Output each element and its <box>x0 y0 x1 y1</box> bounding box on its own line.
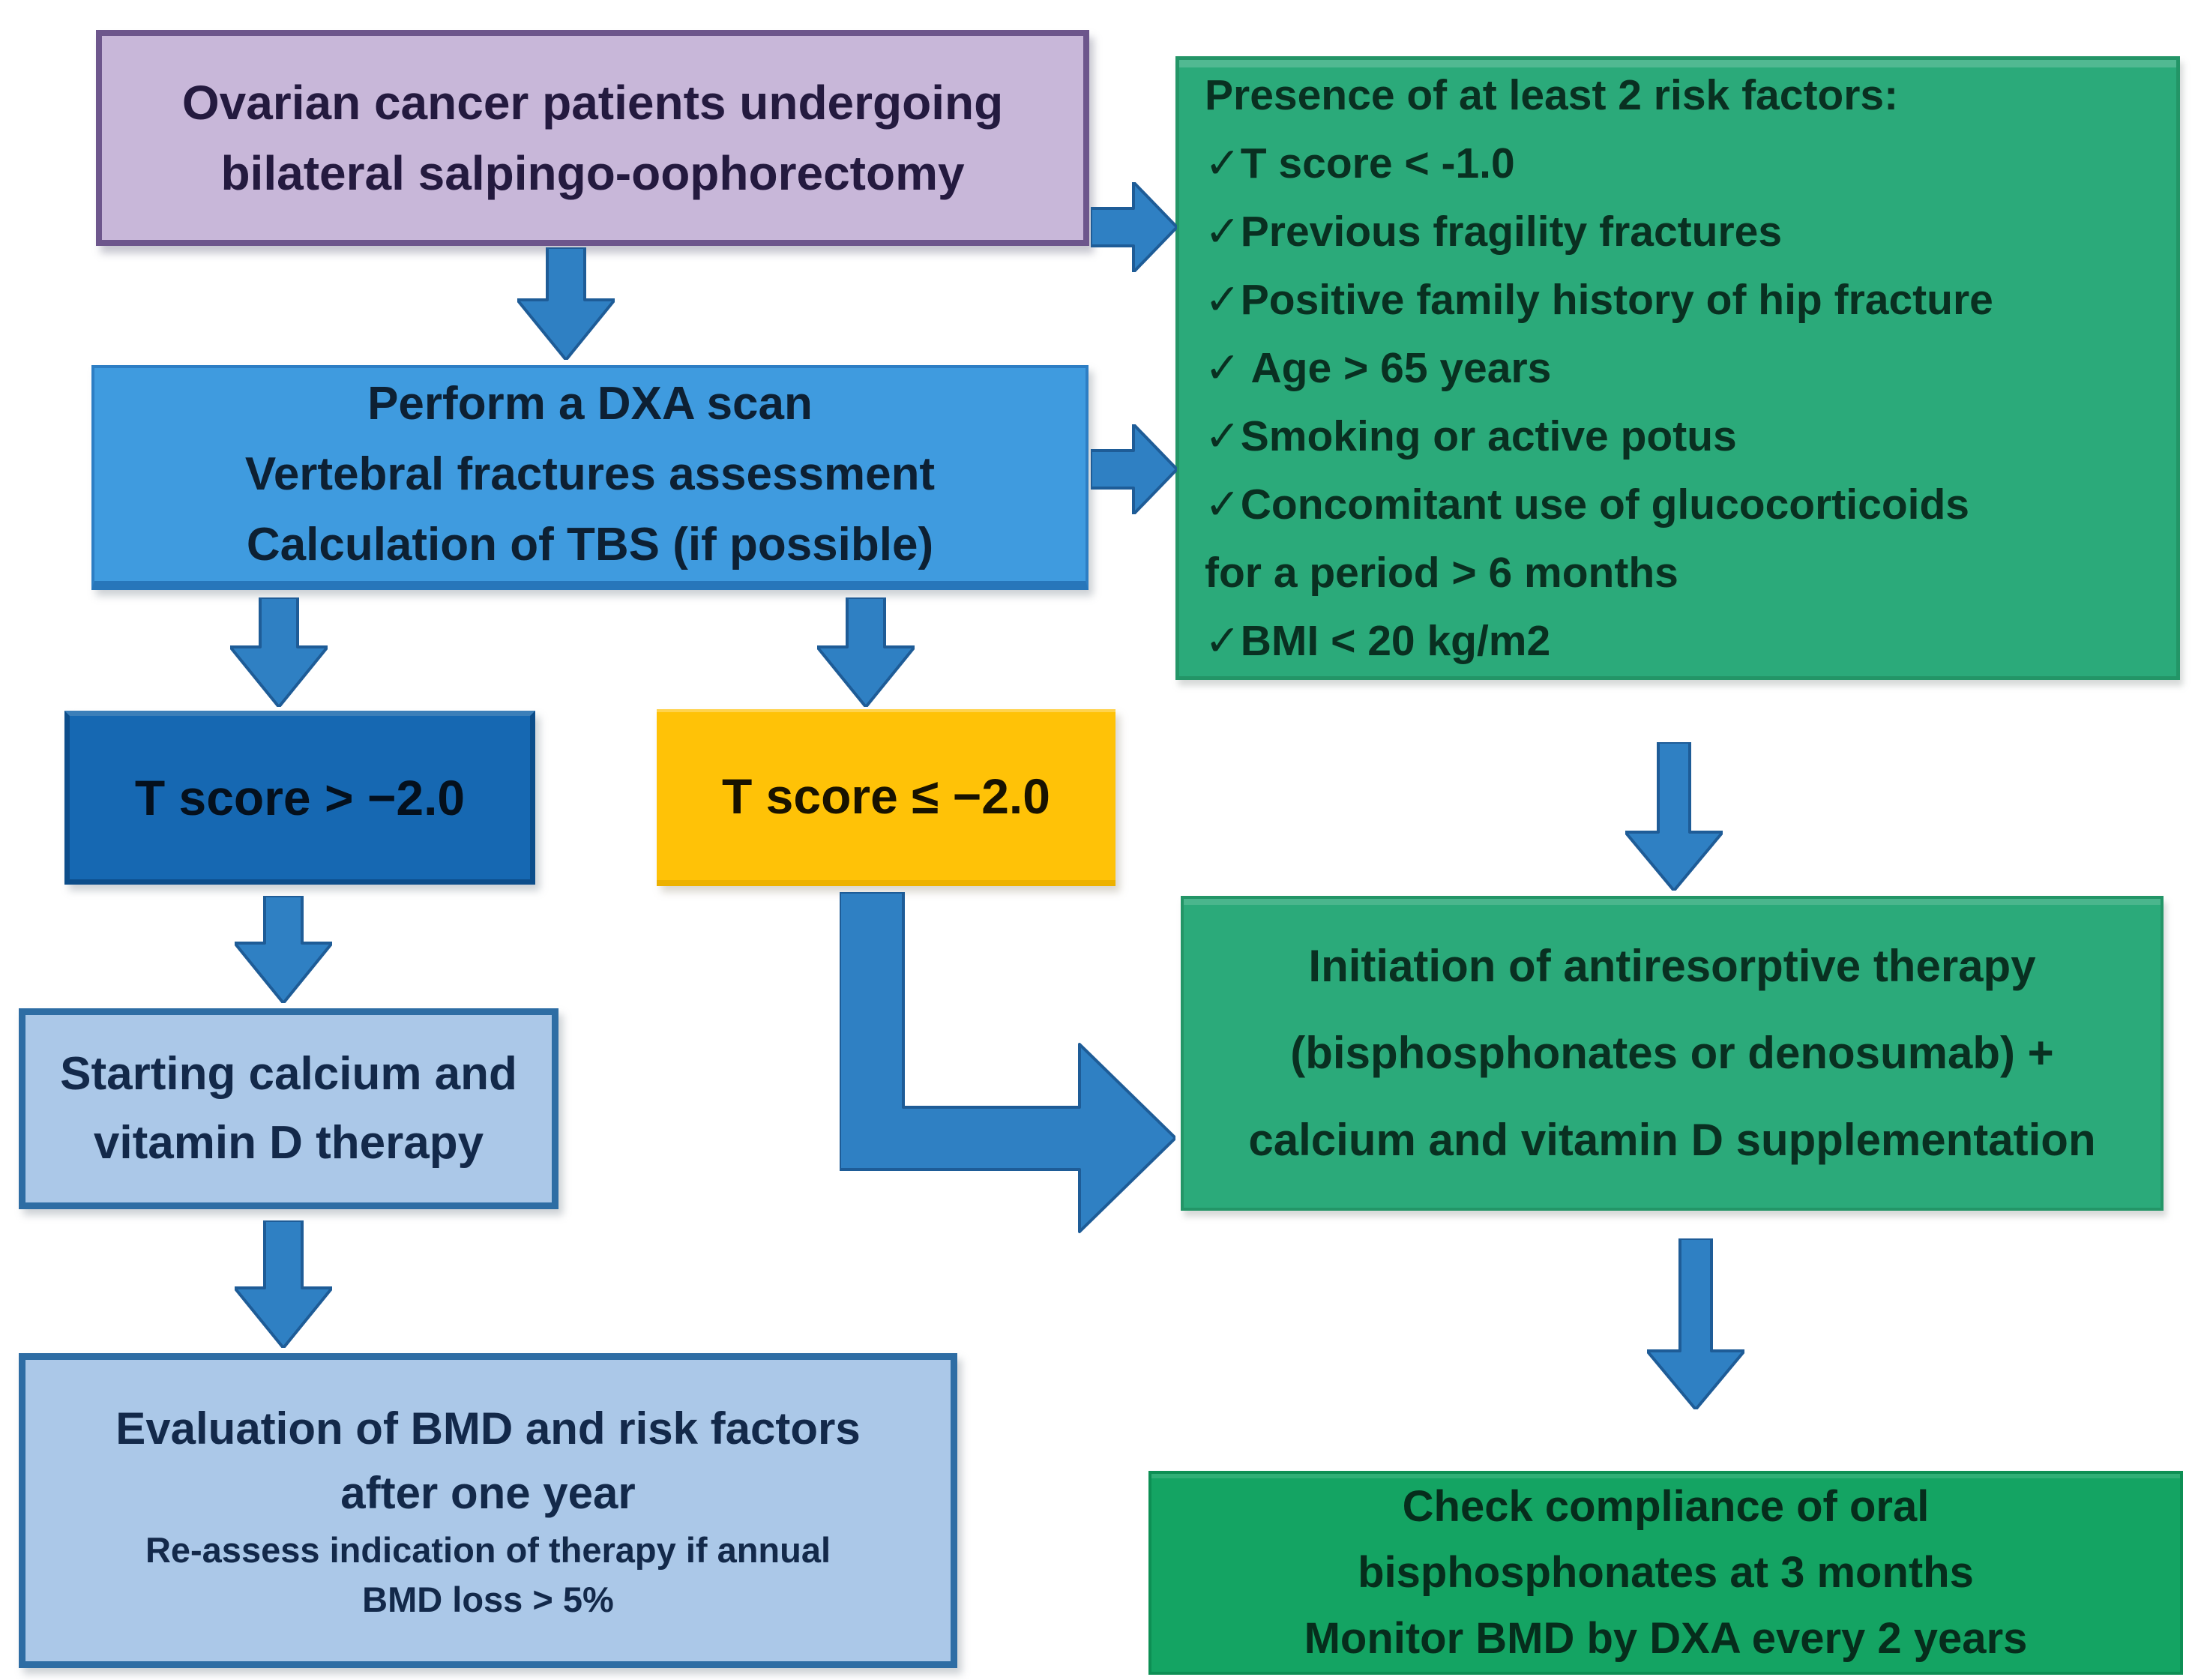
risk-factor-item: ✓Concomitant use of glucocorticoids <box>1205 480 1969 529</box>
arrow-initiation-to-check-icon <box>1647 1238 1744 1409</box>
node-tscore-above-label: T score > −2.0 <box>134 770 466 825</box>
node-dxa-line: Vertebral fractures assessment <box>244 448 936 500</box>
node-check-compliance: Check compliance of oral bisphosphonates… <box>1148 1471 2183 1675</box>
risk-factor-item: ✓Smoking or active potus <box>1205 412 1737 460</box>
node-initiation-line: calcium and vitamin D supplementation <box>1248 1115 2096 1165</box>
arrow-risk-to-initiation-icon <box>1625 742 1723 891</box>
risk-factor-item: ✓Positive family history of hip fracture <box>1205 275 1993 324</box>
arrow-starting-to-evaluation-icon <box>235 1220 332 1348</box>
node-tscore-below-label: T score ≤ −2.0 <box>722 768 1050 824</box>
node-ovarian-line: Ovarian cancer patients undergoing <box>181 76 1004 130</box>
node-starting-calcium-vitamind: Starting calcium and vitamin D therapy <box>19 1008 558 1209</box>
node-check-line: Monitor BMD by DXA every 2 years <box>1304 1614 2028 1663</box>
node-check-line: Check compliance of oral <box>1402 1482 1930 1531</box>
arrow-dxa-to-tscore-high-icon <box>230 597 328 707</box>
risk-factor-item: ✓T score < -1.0 <box>1205 139 1515 187</box>
arrow-dxa-to-risk-icon <box>1091 424 1177 514</box>
node-dxa-scan: Perform a DXA scan Vertebral fractures a… <box>91 365 1089 590</box>
risk-factor-item: for a period > 6 months <box>1205 548 1678 597</box>
node-evaluation-subline: Re-assess indication of therapy if annua… <box>145 1530 831 1570</box>
node-dxa-line: Perform a DXA scan <box>367 378 813 430</box>
node-check-line: bisphosphonates at 3 months <box>1358 1548 1974 1597</box>
arrow-dxa-to-tscore-low-icon <box>817 597 915 707</box>
node-evaluation-bmd: Evaluation of BMD and risk factors after… <box>19 1353 957 1668</box>
node-starting-line: vitamin D therapy <box>93 1117 484 1169</box>
node-evaluation-line: Evaluation of BMD and risk factors <box>115 1403 861 1454</box>
arrow-start-to-risk-icon <box>1091 182 1177 272</box>
arrow-tscore-low-to-initiation-icon <box>840 892 1175 1233</box>
node-initiation-line: (bisphosphonates or denosumab) + <box>1290 1028 2054 1078</box>
risk-factor-item: ✓ Age > 65 years <box>1205 343 1552 392</box>
node-tscore-above-minus2: T score > −2.0 <box>64 711 535 885</box>
node-initiation-antiresorptive: Initiation of antiresorptive therapy (bi… <box>1181 896 2164 1211</box>
node-ovarian-line: bilateral salpingo-oophorectomy <box>220 146 965 200</box>
node-evaluation-subline: BMD loss > 5% <box>362 1580 614 1619</box>
node-ovarian-cancer-patients: Ovarian cancer patients undergoing bilat… <box>96 30 1089 246</box>
arrow-start-to-dxa-icon <box>517 247 615 360</box>
node-initiation-line: Initiation of antiresorptive therapy <box>1308 941 2036 991</box>
risk-factors-title: Presence of at least 2 risk factors: <box>1205 70 1899 119</box>
risk-factor-item: ✓BMI < 20 kg/m2 <box>1205 616 1551 665</box>
arrow-tscore-high-to-starting-icon <box>235 896 332 1003</box>
node-risk-factors: Presence of at least 2 risk factors: ✓T … <box>1175 56 2180 680</box>
node-starting-line: Starting calcium and <box>60 1048 517 1100</box>
node-evaluation-line: after one year <box>340 1468 636 1518</box>
risk-factor-item: ✓Previous fragility fractures <box>1205 207 1783 256</box>
node-tscore-below-minus2: T score ≤ −2.0 <box>657 709 1115 886</box>
node-dxa-line: Calculation of TBS (if possible) <box>246 519 934 570</box>
